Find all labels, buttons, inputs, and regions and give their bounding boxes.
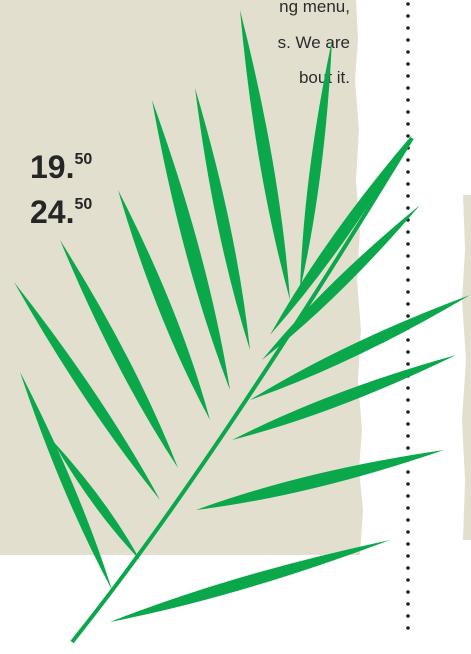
dot [406,26,410,30]
dot [406,626,410,630]
dot [406,278,410,282]
dot [406,50,410,54]
dot [406,614,410,618]
beige-panel-right [462,195,471,540]
dot [406,578,410,582]
price-cents: 50 [74,151,92,168]
dot [406,182,410,186]
dot [406,398,410,402]
dot [406,290,410,294]
dot [406,122,410,126]
page: ng menu, s. We are bout it. 19.50 24.50 [0,0,471,649]
menu-text: ng menu, [279,0,350,16]
dot [406,170,410,174]
dot [406,422,410,426]
dot [406,14,410,18]
dot [406,590,410,594]
dot [406,230,410,234]
dot [406,506,410,510]
dot [406,266,410,270]
dot [406,386,410,390]
price-main: 24. [30,194,74,230]
dot [406,254,410,258]
dotted-divider [406,2,410,630]
dot [406,338,410,342]
dot [406,62,410,66]
dot [406,2,410,6]
price-cents: 50 [74,196,92,213]
dot [406,518,410,522]
dot [406,158,410,162]
dot [406,542,410,546]
dot [406,134,410,138]
dot [406,206,410,210]
dot [406,566,410,570]
dot [406,494,410,498]
dot [406,470,410,474]
dot [406,38,410,42]
dot [406,602,410,606]
dot [406,446,410,450]
dot [406,110,410,114]
dot [406,194,410,198]
dot [406,362,410,366]
dot [406,554,410,558]
dot [406,302,410,306]
dot [406,482,410,486]
dot [406,314,410,318]
menu-text: s. We are [278,33,350,52]
dot [406,74,410,78]
price-main: 19. [30,149,74,185]
dot [406,434,410,438]
dot [406,242,410,246]
dot [406,530,410,534]
dot [406,86,410,90]
dot [406,98,410,102]
dot [406,410,410,414]
dot [406,350,410,354]
